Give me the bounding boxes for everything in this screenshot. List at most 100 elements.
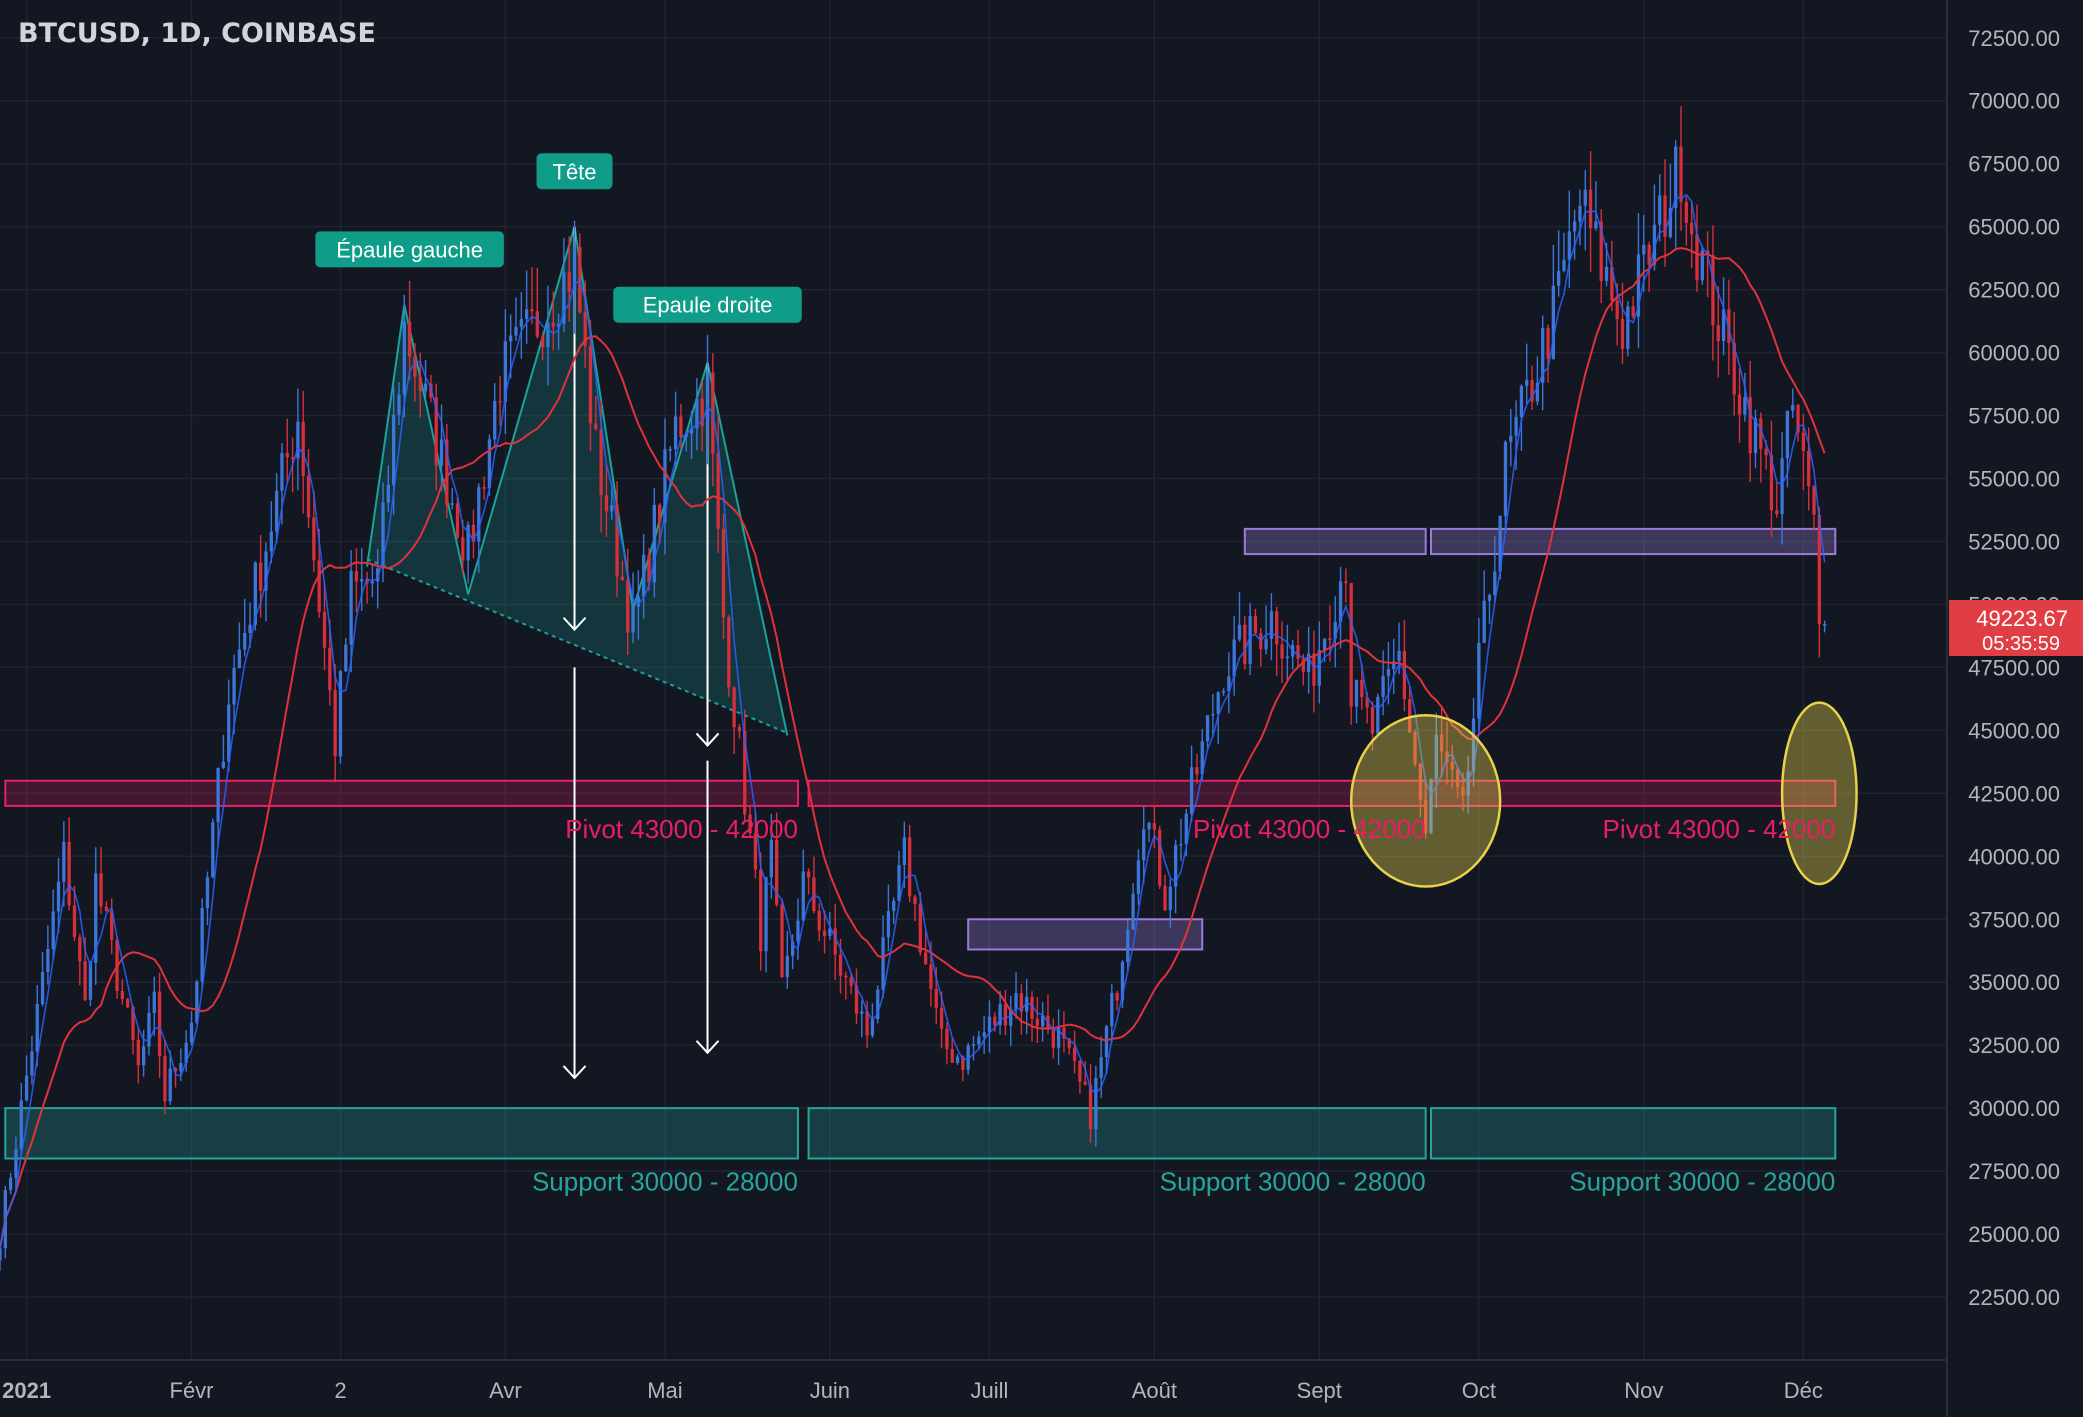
candle-body — [812, 877, 816, 912]
candle-body — [1652, 224, 1657, 265]
candle-body — [1158, 829, 1162, 886]
candle-body — [24, 1075, 29, 1101]
time-axis[interactable]: 2021 Févr 2 Avr Mai Juin Juill Août Sept Oct Nov Dé… — [0, 1359, 1947, 1403]
candle-body — [301, 421, 305, 476]
x-tick-label: Oct — [1462, 1378, 1496, 1403]
candle-body — [1822, 624, 1827, 626]
candle-body — [615, 505, 619, 577]
candle-body — [860, 1011, 864, 1014]
candle-body — [1546, 328, 1550, 359]
candle-body — [1583, 189, 1587, 206]
candle-body — [157, 991, 162, 1057]
candle-body — [131, 1007, 135, 1040]
candle-body — [1801, 432, 1806, 452]
candle-body — [642, 554, 646, 597]
y-tick-label: 45000.00 — [1968, 718, 2060, 743]
pattern-label-bg — [315, 231, 504, 268]
y-tick-label: 25000.00 — [1968, 1222, 2060, 1247]
candle-body — [1312, 653, 1316, 686]
candle-body — [200, 908, 204, 982]
candle-body — [413, 356, 417, 377]
candle-body — [1333, 621, 1337, 639]
candle-body — [1232, 639, 1236, 677]
candle-body — [88, 962, 93, 1000]
candle-body — [147, 1012, 151, 1047]
price-axis[interactable]: 72500.00 70000.00 67500.00 65000.00 62500.00… — [1946, 0, 2083, 1417]
y-tick-label: 62500.00 — [1968, 278, 2060, 303]
candle-body — [1482, 600, 1486, 643]
candle-body — [1189, 767, 1194, 814]
candle-body — [886, 911, 891, 938]
candle-body — [152, 991, 156, 1013]
candle-body — [540, 336, 545, 348]
candle-body — [1572, 221, 1577, 232]
candle-body — [1237, 624, 1242, 640]
candle-body — [1658, 195, 1662, 225]
x-tick-label: Févr — [170, 1378, 214, 1403]
chart-title: BTCUSD, 1D, COINBASE — [18, 18, 376, 49]
support-zone — [4, 1107, 799, 1160]
candle-body — [737, 727, 742, 731]
candle-body — [1243, 624, 1247, 665]
countdown: 05:35:59 — [1982, 633, 2060, 655]
candle-body — [1759, 418, 1763, 449]
candle-body — [1812, 486, 1816, 515]
candle-body — [1025, 996, 1029, 1012]
candle-body — [1567, 231, 1571, 260]
candle-body — [908, 837, 912, 897]
candle-body — [455, 503, 460, 538]
candle-body — [328, 647, 332, 691]
candle-body — [354, 571, 359, 582]
candle-body — [790, 941, 795, 956]
candle-body — [1578, 205, 1582, 222]
candle-body — [1727, 309, 1731, 343]
candle-body — [1711, 255, 1715, 326]
candle-body — [1408, 699, 1412, 733]
candle-body — [439, 439, 444, 466]
candle-body — [530, 309, 534, 312]
candle-body — [487, 439, 492, 489]
candle-body — [1317, 650, 1321, 686]
candle-body — [338, 671, 343, 757]
candle-body — [1269, 611, 1274, 639]
candle-body — [349, 571, 353, 645]
candle-body — [40, 972, 45, 1005]
arrow-head — [562, 1065, 587, 1080]
candle-body — [902, 837, 906, 866]
candle-body — [402, 321, 406, 395]
candle-body — [572, 247, 577, 292]
candle-body — [1424, 800, 1428, 834]
candle-body — [1791, 404, 1795, 411]
candle-body — [854, 985, 859, 1014]
candle-body — [950, 1048, 954, 1063]
candle-body — [1551, 285, 1555, 359]
candle-body — [1205, 715, 1210, 742]
candle-body — [1434, 734, 1438, 779]
pivot-zone — [807, 779, 1427, 807]
highlight-ellipse — [1349, 714, 1502, 888]
candle-body — [1030, 996, 1034, 1019]
candle-body — [806, 871, 811, 878]
candle-body — [1354, 679, 1359, 707]
candle-body — [1498, 515, 1502, 572]
candle-body — [556, 324, 561, 327]
candle-body — [482, 487, 486, 489]
candle-body — [72, 905, 77, 938]
candle-body — [1610, 266, 1614, 301]
resistance-zone — [1429, 527, 1837, 556]
candle-body — [1557, 270, 1561, 286]
candle-body — [1104, 1026, 1109, 1058]
candle-body — [652, 504, 656, 583]
candle-body — [1514, 417, 1518, 436]
candle-body — [1743, 397, 1747, 415]
candle-body — [833, 928, 837, 955]
candle-body — [1365, 697, 1369, 708]
candle-body — [471, 524, 476, 542]
y-tick-label: 42500.00 — [1968, 781, 2060, 806]
candle-body — [141, 1046, 146, 1066]
candle-body — [51, 911, 55, 949]
candle-body — [195, 981, 199, 1023]
candle-body — [1413, 732, 1417, 764]
candle-body — [1285, 656, 1290, 659]
